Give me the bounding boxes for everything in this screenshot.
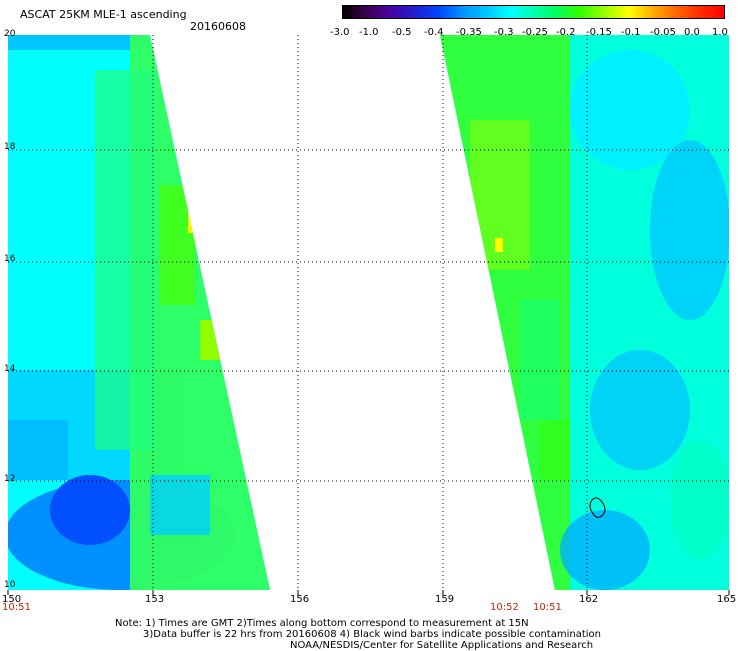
contamination-contour (589, 497, 606, 518)
lon-label: 150 (2, 594, 22, 605)
left-swath (8, 35, 270, 590)
colorbar (342, 5, 725, 19)
colorbar-label: 1.0 (712, 27, 728, 38)
lat-label: 16 (4, 254, 16, 264)
lon-label: 153 (145, 594, 165, 605)
lon-label: 165 (717, 594, 737, 605)
colorbar-label: -0.2 (556, 27, 576, 38)
colorbar-label: -0.4 (424, 27, 444, 38)
colorbar-label: -0.1 (621, 27, 641, 38)
colorbar-label: -0.5 (392, 27, 412, 38)
lon-label: 156 (290, 594, 310, 605)
lon-label: 159 (435, 594, 455, 605)
colorbar-label: 0.0 (684, 27, 700, 38)
colorbar-label: -0.35 (456, 27, 482, 38)
note-line-1: Note: 1) Times are GMT 2)Times along bot… (115, 618, 529, 629)
lon-label: 162 (579, 594, 599, 605)
lat-label: 20 (4, 29, 16, 39)
time-label-right-a: 10:52 (490, 602, 519, 613)
lat-label: 10 (4, 580, 16, 590)
colorbar-label: -3.0 (330, 27, 350, 38)
lat-label: 12 (4, 474, 16, 484)
colorbar-label: -0.3 (494, 27, 514, 38)
time-label-right-b: 10:51 (533, 602, 562, 613)
colorbar-label: -1.0 (359, 27, 379, 38)
colorbar-label: -0.05 (650, 27, 676, 38)
note-line-3: NOAA/NESDIS/Center for Satellite Applica… (290, 640, 594, 651)
product-date: 20160608 (190, 20, 246, 33)
product-title: ASCAT 25KM MLE-1 ascending (20, 8, 187, 21)
axis-ticks (7, 590, 730, 595)
grid-lines (8, 35, 729, 590)
colorbar-label: -0.15 (586, 27, 612, 38)
time-label-left: 10:51 (2, 602, 31, 613)
lat-label: 18 (4, 142, 16, 152)
colorbar-label: -0.25 (522, 27, 548, 38)
lat-label: 14 (4, 364, 16, 374)
note-line-2: 3)Data buffer is 22 hrs from 20160608 4)… (143, 629, 601, 640)
